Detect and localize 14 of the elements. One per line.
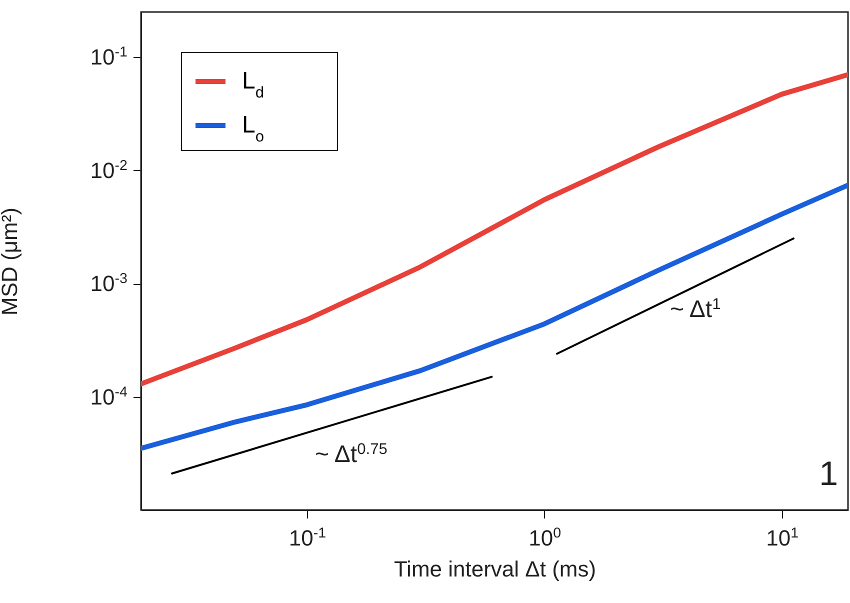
annotation: ~ Δt$^{0.75}$ (315, 440, 388, 468)
annotation: ~ Δt$^{1}$ (670, 296, 721, 323)
x-tick-label: 10$^{1}$ (766, 526, 799, 550)
x-axis-title: Time interval Δt (ms) (394, 556, 596, 582)
y-tick-label: 10$^{-2}$ (90, 158, 128, 183)
y-tick-label: 10$^{-1}$ (90, 44, 128, 70)
annotation: 1 (819, 455, 838, 493)
y-tick-label: 10$^{-4}$ (90, 384, 128, 410)
y-tick-label: 10$^{-3}$ (90, 271, 128, 296)
x-tick-label: 10$^{-1}$ (288, 526, 326, 550)
x-tick-label: 10$^{0}$ (528, 526, 562, 550)
legend-label: L$_{o}$ (242, 112, 264, 145)
y-axis-title: MSD (μm²) (0, 208, 22, 316)
legend-label: L$_{d}$ (242, 68, 264, 101)
